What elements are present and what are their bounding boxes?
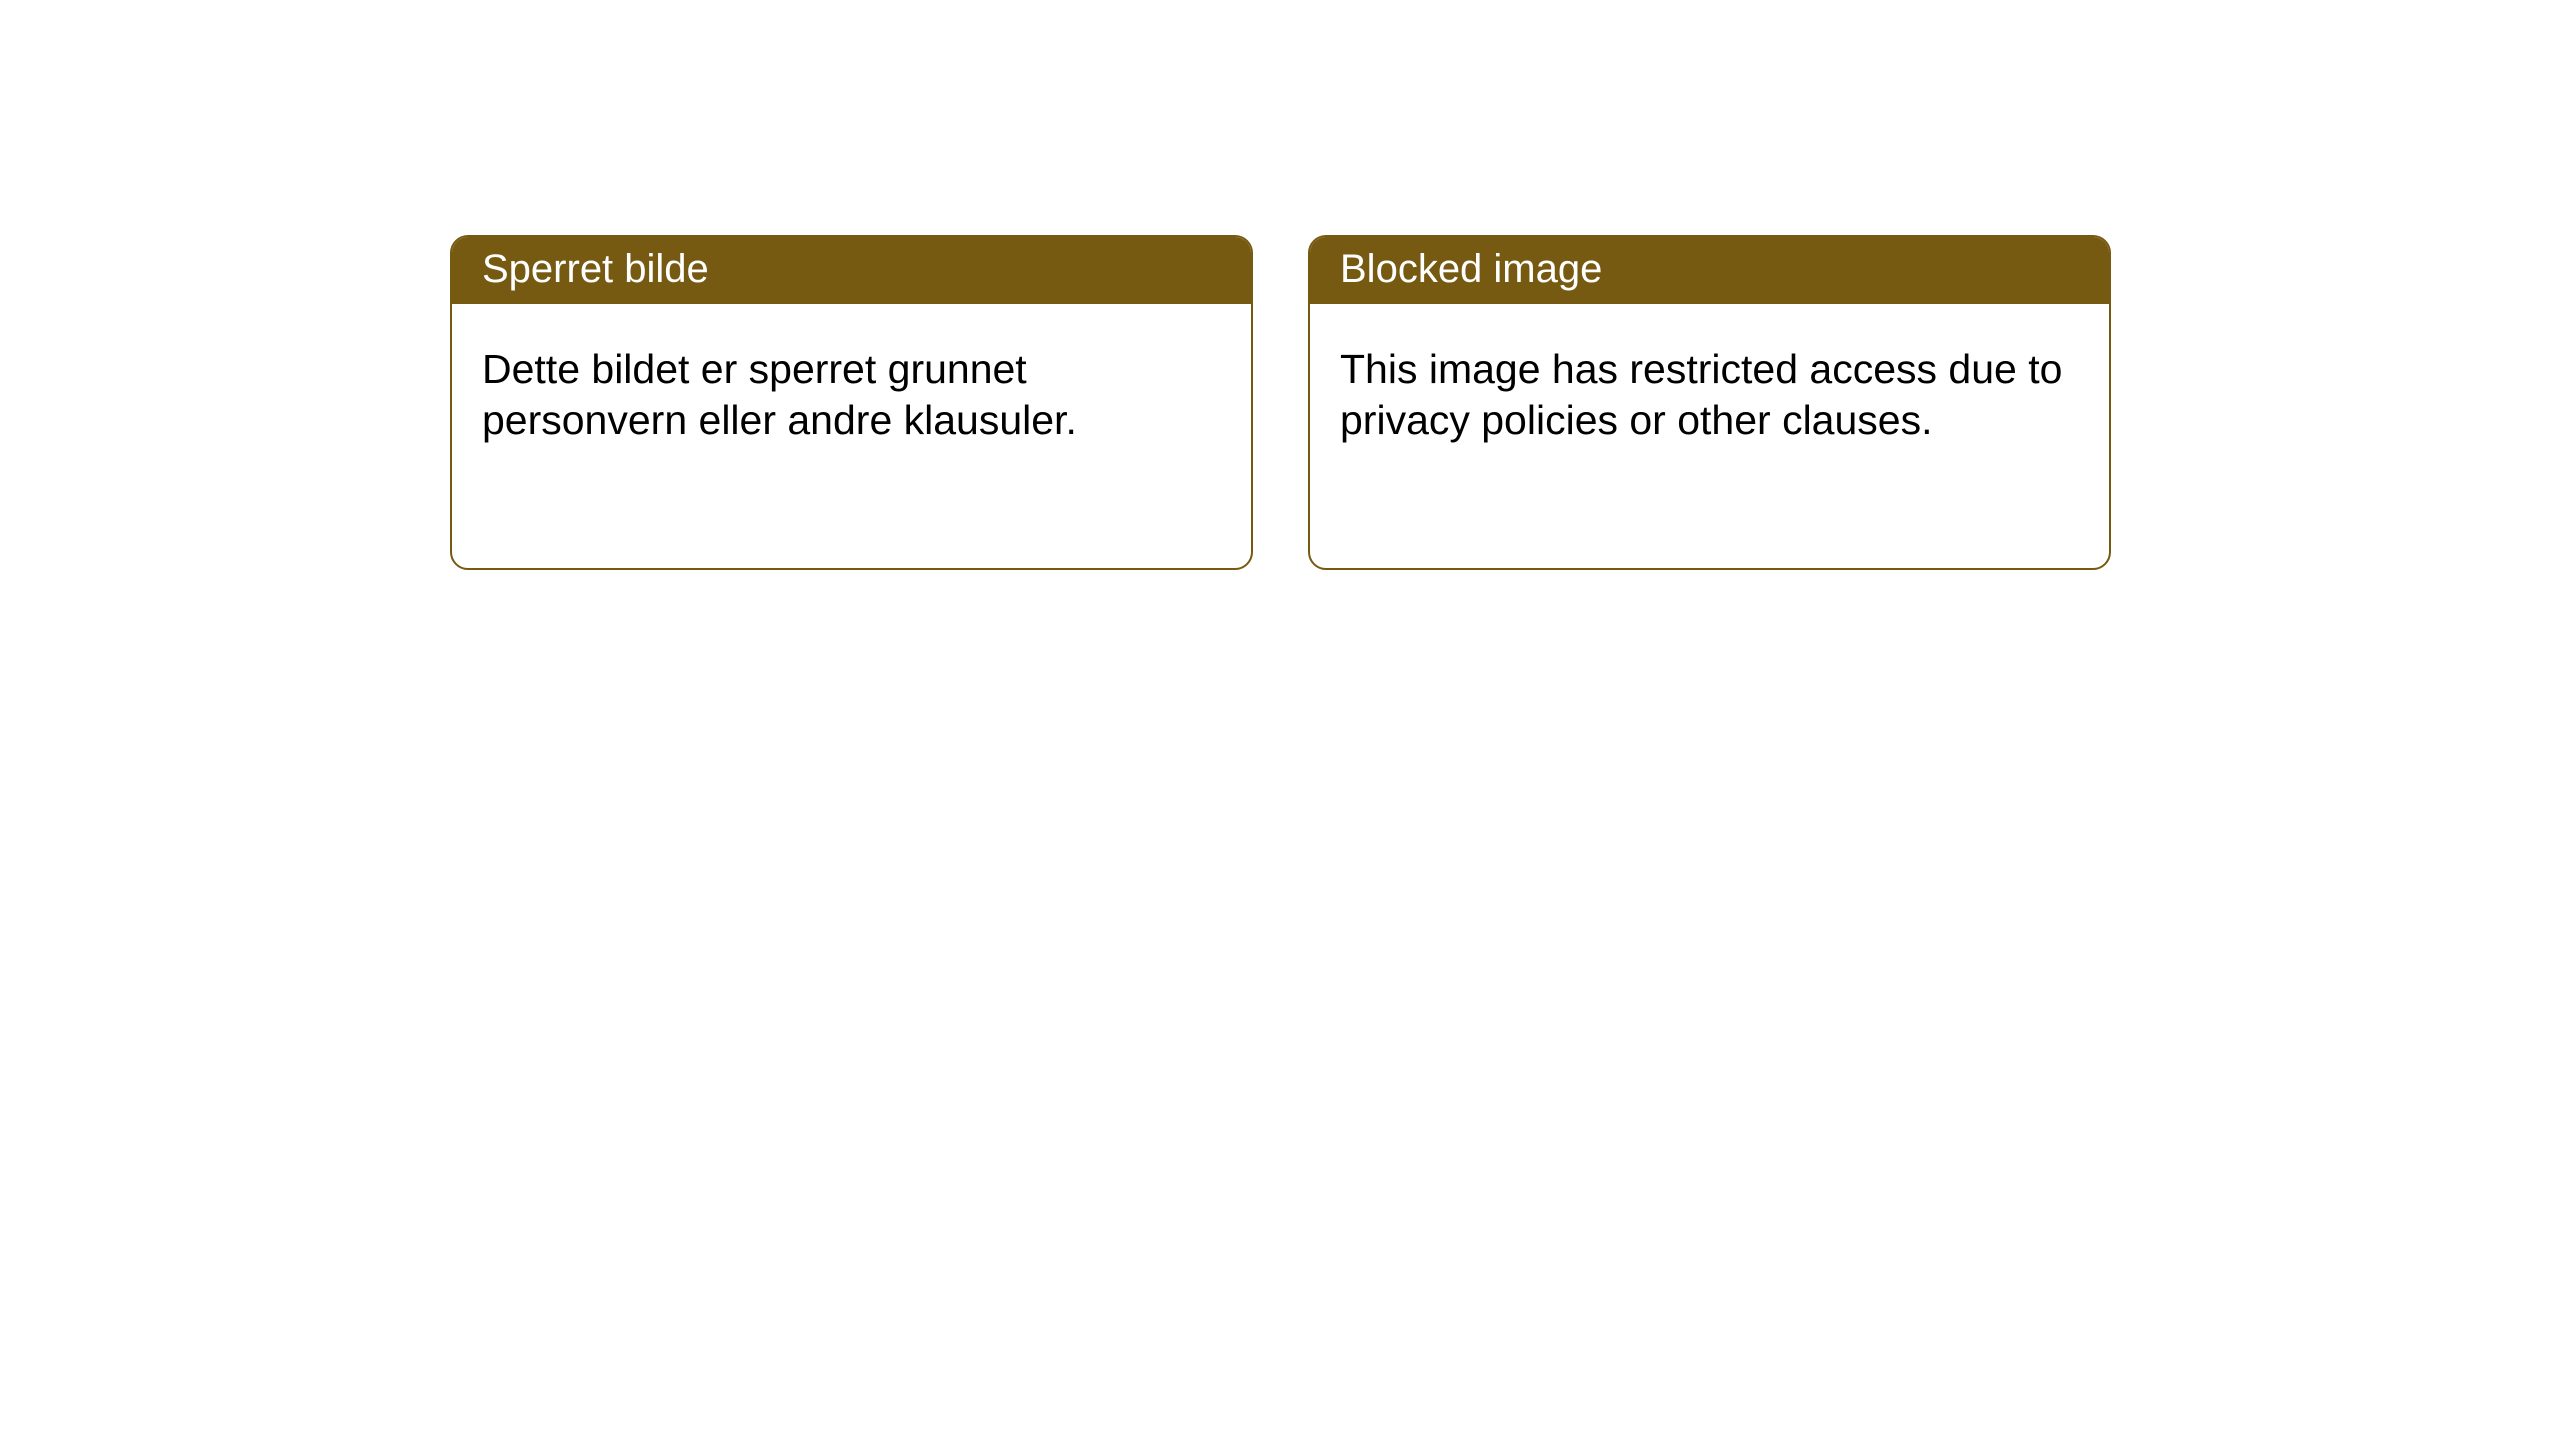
notice-container: Sperret bilde Dette bildet er sperret gr… (450, 235, 2111, 570)
notice-title-english: Blocked image (1310, 237, 2109, 304)
notice-body-english: This image has restricted access due to … (1310, 304, 2109, 477)
notice-title-norwegian: Sperret bilde (452, 237, 1251, 304)
notice-card-english: Blocked image This image has restricted … (1308, 235, 2111, 570)
notice-card-norwegian: Sperret bilde Dette bildet er sperret gr… (450, 235, 1253, 570)
notice-body-norwegian: Dette bildet er sperret grunnet personve… (452, 304, 1251, 477)
